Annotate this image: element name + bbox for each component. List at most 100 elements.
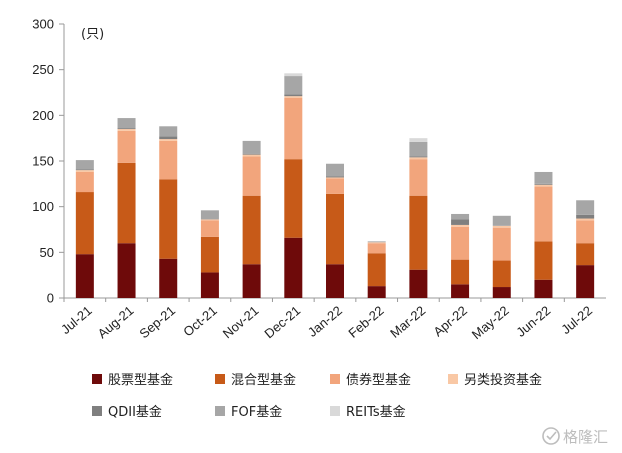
- bar-segment: [367, 243, 386, 254]
- bar-segment: [451, 213, 470, 220]
- x-tick-label: Jun-22: [513, 303, 553, 340]
- bar-segment: [159, 258, 178, 298]
- bar-segment: [159, 136, 178, 140]
- bar-segment: [534, 171, 553, 184]
- bar-segment: [242, 156, 261, 196]
- x-axis: Jul-21 Aug-21 Sep-21 Oct-21 Nov-21 Dec-21 Jan-…: [58, 298, 595, 342]
- bar-segment: [75, 170, 94, 172]
- bar-segment: [200, 272, 219, 298]
- x-tick-label: Feb-22: [345, 303, 386, 341]
- bar-segment: [117, 128, 136, 130]
- legend-swatch: [92, 406, 102, 416]
- bar-segment: [284, 96, 303, 98]
- legend-item: 混合型基金: [215, 372, 296, 388]
- x-tick-label: Nov-21: [220, 303, 262, 341]
- bar-segment: [534, 241, 553, 280]
- bar-segment: [159, 126, 178, 137]
- bar-segment: [75, 160, 94, 170]
- bar-segment: [451, 226, 470, 260]
- watermark: 格隆汇: [542, 427, 608, 446]
- bar-segment: [576, 243, 595, 266]
- bar-segment: [117, 129, 136, 131]
- bar-segment: [326, 177, 344, 179]
- legend-swatch: [215, 374, 225, 384]
- bar-segment: [75, 171, 94, 193]
- bar-segment: [326, 178, 344, 194]
- bar-segment: [492, 260, 511, 288]
- bar-segment: [576, 265, 595, 298]
- y-tick-label: 50: [40, 245, 54, 260]
- bar-segment: [409, 156, 428, 158]
- bar-segment: [492, 227, 511, 261]
- x-tick-label: Jul-21: [58, 303, 95, 337]
- y-axis: 0 50 100 150 200 250 300: [32, 17, 64, 306]
- bar-segment: [367, 241, 386, 243]
- y-tick-label: 0: [47, 291, 54, 306]
- bar-segment: [242, 153, 261, 155]
- bar-segment: [492, 225, 511, 228]
- bar-segment: [367, 242, 386, 244]
- x-tick-label: Dec-21: [261, 303, 303, 341]
- legend-label: 股票型基金: [108, 372, 173, 388]
- legend-label: QDII基金: [108, 404, 162, 420]
- bar-segment: [451, 284, 470, 298]
- bar-segment: [534, 279, 553, 298]
- legend-swatch: [330, 374, 340, 384]
- bar-segment: [576, 200, 595, 215]
- bar-segment: [284, 97, 303, 160]
- bar-segment: [409, 159, 428, 196]
- bar-segment: [576, 214, 595, 219]
- bar-segment: [409, 195, 428, 270]
- bar-segment: [367, 253, 386, 287]
- bar-segment: [409, 269, 428, 298]
- bar-segment: [409, 141, 428, 157]
- bar-segment: [576, 218, 595, 221]
- bar-segment: [200, 210, 219, 220]
- y-tick-label: 200: [32, 108, 54, 123]
- bar-segment: [451, 219, 470, 225]
- x-tick-label: Jul-22: [558, 303, 595, 337]
- x-tick-label: Apr-22: [430, 303, 470, 340]
- x-tick-label: Jan-22: [305, 303, 345, 340]
- bar-segment: [117, 118, 136, 129]
- legend-item: 股票型基金: [92, 372, 173, 388]
- bar-segment: [200, 219, 219, 221]
- legend-item: REITs基金: [330, 404, 406, 420]
- bar-segment: [117, 130, 136, 163]
- bar-segment: [326, 163, 344, 177]
- bar-segment: [534, 183, 553, 185]
- bar-segment: [284, 73, 303, 77]
- x-tick-label: Sep-21: [136, 303, 178, 341]
- y-tick-label: 150: [32, 154, 54, 169]
- legend-swatch: [330, 406, 340, 416]
- bar-segment: [242, 140, 261, 154]
- bar-segment: [409, 157, 428, 160]
- bar-segment: [284, 94, 303, 97]
- x-tick-label: Mar-22: [387, 303, 428, 341]
- bar-segment: [284, 237, 303, 298]
- legend-item: 债券型基金: [330, 372, 411, 388]
- y-tick-label: 100: [32, 199, 54, 214]
- bar-area: [75, 73, 595, 298]
- bar-segment: [451, 259, 470, 285]
- legend-item: 另类投资基金: [448, 372, 542, 388]
- bar-segment: [75, 254, 94, 298]
- legend-item: QDII基金: [92, 404, 162, 420]
- bar-segment: [200, 220, 219, 237]
- bar-segment: [326, 193, 344, 265]
- bar-segment: [492, 215, 511, 226]
- bar-segment: [242, 195, 261, 265]
- x-tick-label: Aug-21: [95, 303, 137, 341]
- bar-segment: [242, 264, 261, 298]
- bar-segment: [492, 287, 511, 298]
- bar-segment: [117, 162, 136, 244]
- bar-segment: [284, 159, 303, 238]
- legend-label: FOF基金: [231, 404, 282, 420]
- unit-label: (只): [81, 27, 104, 42]
- legend-swatch: [215, 406, 225, 416]
- legend-swatch: [92, 374, 102, 384]
- bar-segment: [200, 236, 219, 273]
- legend: 股票型基金 混合型基金 债券型基金 另类投资基金 QDII基金 FOF基金 REITs基金: [92, 372, 542, 420]
- legend-swatch: [448, 374, 458, 384]
